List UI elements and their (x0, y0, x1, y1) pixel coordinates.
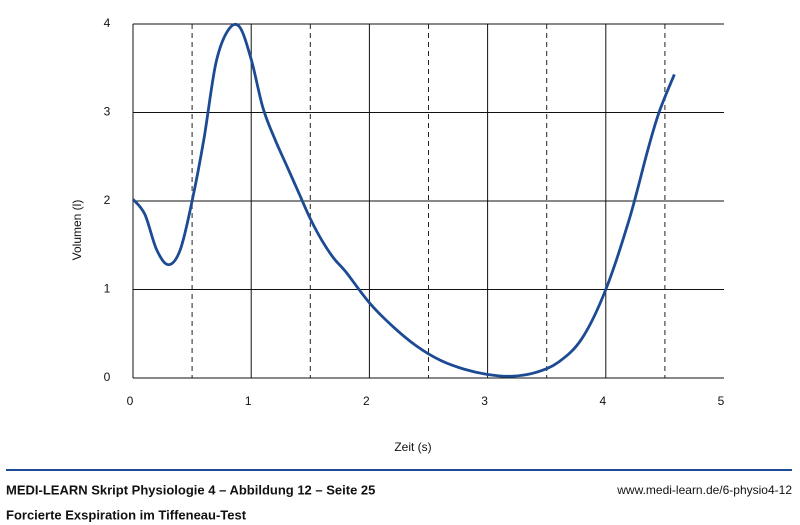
x-tick-label: 2 (363, 394, 370, 408)
x-tick-label: 3 (481, 394, 488, 408)
x-tick-label: 1 (245, 394, 252, 408)
y-tick-label: 2 (104, 193, 111, 207)
x-tick-label: 0 (127, 394, 134, 408)
x-axis-label: Zeit (s) (394, 440, 431, 454)
source-line: MEDI-LEARN Skript Physiologie 4 – Abbild… (6, 482, 375, 497)
volume-curve (131, 22, 676, 378)
y-axis-label: Volumen (l) (70, 200, 84, 261)
y-tick-label: 4 (104, 16, 111, 30)
y-tick-label: 0 (104, 370, 111, 384)
x-tick-label: 4 (599, 394, 606, 408)
x-tick-label: 5 (718, 394, 725, 408)
caption: Forcierte Exspiration im Tiffeneau-Test (6, 507, 247, 522)
y-tick-label: 3 (104, 105, 111, 119)
url: www.medi-learn.de/6-physio4-12 (616, 483, 792, 497)
y-tick-label: 1 (104, 282, 111, 296)
